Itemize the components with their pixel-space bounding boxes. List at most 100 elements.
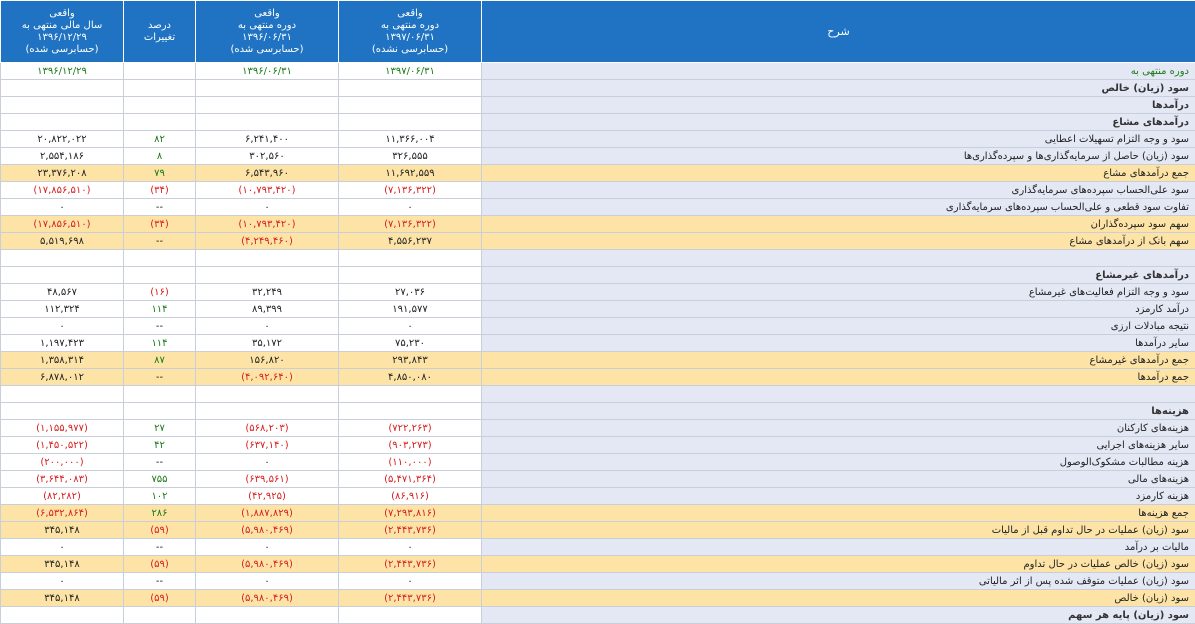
cell-description: هزینه کارمزد bbox=[482, 488, 1195, 505]
cell-description: درآمدهای مشاع bbox=[482, 114, 1195, 131]
cell-period-1396 bbox=[196, 386, 339, 403]
cell-description: هزینه‌های کارکنان bbox=[482, 420, 1195, 437]
cell-period-1397: (۲,۴۴۳,۷۳۶) bbox=[339, 522, 482, 539]
table-row: درآمدهای غیرمشاع bbox=[1, 267, 1195, 284]
cell-period-1397: ۱۱,۳۶۶,۰۰۴ bbox=[339, 131, 482, 148]
cell-description: جمع هزینه‌ها bbox=[482, 505, 1195, 522]
header-row: واقعی سال مالی منتهی به ۱۳۹۶/۱۲/۲۹ (حساب… bbox=[1, 1, 1195, 63]
cell-period-1396: ۰ bbox=[196, 318, 339, 335]
cell-period-1397: (۸۶,۹۱۶) bbox=[339, 488, 482, 505]
table-row: ۳۴۵,۱۴۸(۵۹)(۵,۹۸۰,۴۶۹)(۲,۴۴۳,۷۳۶)سود (زی… bbox=[1, 556, 1195, 573]
cell-period-1397: (۷,۱۳۶,۳۲۲) bbox=[339, 216, 482, 233]
cell-description: مالیات بر درآمد bbox=[482, 539, 1195, 556]
cell-period-1397: ۴,۵۵۶,۲۳۷ bbox=[339, 233, 482, 250]
cell-period-1396: (۴۲,۹۲۵) bbox=[196, 488, 339, 505]
cell-description: هزینه‌های مالی bbox=[482, 471, 1195, 488]
cell-period-1397: (۵,۴۷۱,۳۶۴) bbox=[339, 471, 482, 488]
cell-period-1396 bbox=[196, 97, 339, 114]
cell-fiscal-year-1396: (۱,۴۵۰,۵۲۲) bbox=[1, 437, 124, 454]
cell-period-1397: (۷,۲۹۳,۸۱۶) bbox=[339, 505, 482, 522]
cell-fiscal-year-1396: (۱۷,۸۵۶,۵۱۰) bbox=[1, 216, 124, 233]
cell-fiscal-year-1396: ۶,۸۷۸,۰۱۲ bbox=[1, 369, 124, 386]
cell-period-1397: (۲,۴۴۳,۷۳۶) bbox=[339, 590, 482, 607]
table-row: درآمدهای مشاع bbox=[1, 114, 1195, 131]
table-row: (۱۷,۸۵۶,۵۱۰)(۳۴)(۱۰,۷۹۳,۴۲۰)(۷,۱۳۶,۳۲۲)س… bbox=[1, 216, 1195, 233]
cell-period-1396: (۴,۲۴۹,۴۶۰) bbox=[196, 233, 339, 250]
cell-period-1396: ۶,۵۴۳,۹۶۰ bbox=[196, 165, 339, 182]
cell-period-1396: (۶۳۹,۵۶۱) bbox=[196, 471, 339, 488]
cell-change-percent: ۲۸۶ bbox=[124, 505, 196, 522]
cell-period-1397: ۱۳۹۷/۰۶/۳۱ bbox=[339, 63, 482, 80]
cell-description: تفاوت سود قطعی و علی‌الحساب سپرده‌های سر… bbox=[482, 199, 1195, 216]
cell-change-percent bbox=[124, 63, 196, 80]
cell-description: سود (زیان) پایه هر سهم bbox=[482, 607, 1195, 624]
cell-fiscal-year-1396: ۰ bbox=[1, 539, 124, 556]
cell-period-1397 bbox=[339, 250, 482, 267]
cell-fiscal-year-1396 bbox=[1, 97, 124, 114]
cell-description bbox=[482, 386, 1195, 403]
cell-period-1396: ۱۳۹۶/۰۶/۳۱ bbox=[196, 63, 339, 80]
cell-period-1397: ۷۵,۲۳۰ bbox=[339, 335, 482, 352]
cell-period-1396: (۱,۸۸۷,۸۲۹) bbox=[196, 505, 339, 522]
cell-period-1396: (۶۳۷,۱۴۰) bbox=[196, 437, 339, 454]
table-row: سود (زیان) خالص bbox=[1, 80, 1195, 97]
cell-description: نتیجه مبادلات ارزی bbox=[482, 318, 1195, 335]
cell-change-percent: -- bbox=[124, 369, 196, 386]
cell-period-1396: (۵,۹۸۰,۴۶۹) bbox=[196, 522, 339, 539]
cell-period-1397: ۲۹۳,۸۴۳ bbox=[339, 352, 482, 369]
cell-change-percent: -- bbox=[124, 573, 196, 590]
cell-period-1396: ۰ bbox=[196, 573, 339, 590]
cell-description: جمع درآمدهای غیرمشاع bbox=[482, 352, 1195, 369]
cell-change-percent bbox=[124, 267, 196, 284]
cell-period-1396: ۳۲,۲۴۹ bbox=[196, 284, 339, 301]
cell-fiscal-year-1396 bbox=[1, 403, 124, 420]
cell-period-1396 bbox=[196, 80, 339, 97]
cell-fiscal-year-1396: (۳,۶۴۴,۰۸۳) bbox=[1, 471, 124, 488]
cell-description: درآمدها bbox=[482, 97, 1195, 114]
cell-description: سود علی‌الحساب سپرده‌های سرمایه‌گذاری bbox=[482, 182, 1195, 199]
cell-period-1397: ۰ bbox=[339, 318, 482, 335]
cell-period-1396: ۳۵,۱۷۲ bbox=[196, 335, 339, 352]
cell-period-1397: ۱۱,۶۹۲,۵۵۹ bbox=[339, 165, 482, 182]
cell-period-1397: ۴,۸۵۰,۰۸۰ bbox=[339, 369, 482, 386]
cell-period-1396: ۰ bbox=[196, 199, 339, 216]
cell-fiscal-year-1396: (۱۷,۸۵۶,۵۱۰) bbox=[1, 182, 124, 199]
cell-period-1397: ۱۹۱,۵۷۷ bbox=[339, 301, 482, 318]
table-row: (۳,۶۴۴,۰۸۳)۷۵۵(۶۳۹,۵۶۱)(۵,۴۷۱,۳۶۴)هزینه‌… bbox=[1, 471, 1195, 488]
cell-change-percent: ۷۹ bbox=[124, 165, 196, 182]
cell-description: دوره منتهی به bbox=[482, 63, 1195, 80]
cell-description: سهم بانک از درآمدهای مشاع bbox=[482, 233, 1195, 250]
cell-fiscal-year-1396: ۲,۵۵۴,۱۸۶ bbox=[1, 148, 124, 165]
cell-description: درآمدهای غیرمشاع bbox=[482, 267, 1195, 284]
cell-fiscal-year-1396: ۴۸,۵۶۷ bbox=[1, 284, 124, 301]
cell-fiscal-year-1396: (۸۲,۲۸۲) bbox=[1, 488, 124, 505]
cell-period-1396: (۱۰,۷۹۳,۴۲۰) bbox=[196, 182, 339, 199]
table-row: درآمدها bbox=[1, 97, 1195, 114]
cell-period-1396: ۶,۲۴۱,۴۰۰ bbox=[196, 131, 339, 148]
cell-period-1396: ۰ bbox=[196, 454, 339, 471]
cell-period-1397: ۰ bbox=[339, 539, 482, 556]
cell-change-percent: -- bbox=[124, 454, 196, 471]
cell-change-percent: (۳۴) bbox=[124, 182, 196, 199]
cell-period-1397 bbox=[339, 607, 482, 624]
cell-period-1397: (۷۲۲,۲۶۳) bbox=[339, 420, 482, 437]
cell-period-1397 bbox=[339, 80, 482, 97]
cell-period-1396: (۵,۹۸۰,۴۶۹) bbox=[196, 556, 339, 573]
cell-change-percent: ۷۵۵ bbox=[124, 471, 196, 488]
cell-description: سایر درآمدها bbox=[482, 335, 1195, 352]
cell-period-1397: ۳۲۶,۵۵۵ bbox=[339, 148, 482, 165]
cell-change-percent bbox=[124, 607, 196, 624]
cell-description: سود (زیان) عملیات در حال تداوم قبل از ما… bbox=[482, 522, 1195, 539]
cell-change-percent: -- bbox=[124, 233, 196, 250]
cell-description: سهم سود سپرده‌گذاران bbox=[482, 216, 1195, 233]
cell-period-1396 bbox=[196, 607, 339, 624]
table-row: ۳۴۵,۱۴۸(۵۹)(۵,۹۸۰,۴۶۹)(۲,۴۴۳,۷۳۶)سود (زی… bbox=[1, 522, 1195, 539]
table-row: ۳۴۵,۱۴۸(۵۹)(۵,۹۸۰,۴۶۹)(۲,۴۴۳,۷۳۶)سود (زی… bbox=[1, 590, 1195, 607]
